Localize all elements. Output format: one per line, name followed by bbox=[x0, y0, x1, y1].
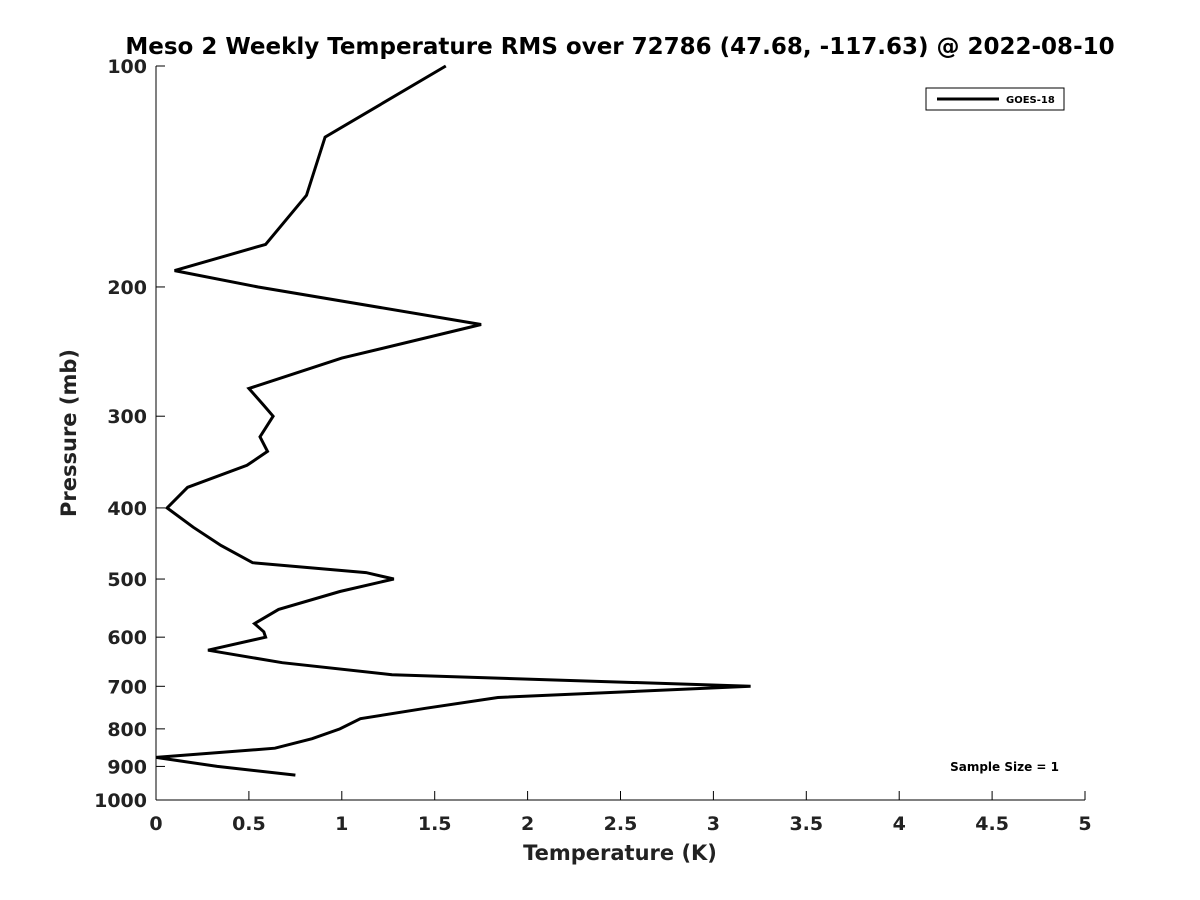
x-tick-label: 2 bbox=[521, 813, 534, 835]
sample-size-annotation: Sample Size = 1 bbox=[950, 760, 1059, 774]
x-axis-label: Temperature (K) bbox=[523, 841, 717, 865]
y-tick-label: 300 bbox=[107, 406, 147, 428]
axes bbox=[155, 66, 1085, 801]
y-tick-label: 1000 bbox=[94, 790, 147, 812]
x-tick-label: 2.5 bbox=[604, 813, 638, 835]
y-tick-label: 200 bbox=[107, 277, 147, 299]
x-tick-label: 1 bbox=[335, 813, 348, 835]
y-tick-label: 900 bbox=[107, 756, 147, 778]
x-tick-label: 4 bbox=[893, 813, 906, 835]
y-axis-ticks: 100 200 300 400 500 600 700 800 900 1000 bbox=[94, 56, 165, 812]
y-axis-label: Pressure (mb) bbox=[57, 349, 81, 517]
x-tick-label: 3.5 bbox=[789, 813, 823, 835]
x-tick-label: 1.5 bbox=[418, 813, 452, 835]
legend: GOES-18 bbox=[925, 87, 1065, 111]
y-tick-label: 700 bbox=[107, 676, 147, 698]
x-tick-label: 4.5 bbox=[975, 813, 1009, 835]
x-tick-label: 0 bbox=[149, 813, 162, 835]
series-line-goes-18 bbox=[155, 64, 751, 777]
legend-label-goes-18: GOES-18 bbox=[1006, 95, 1055, 106]
x-tick-label: 3 bbox=[707, 813, 720, 835]
x-tick-label: 0.5 bbox=[232, 813, 266, 835]
y-tick-label: 800 bbox=[107, 719, 147, 741]
chart-title: Meso 2 Weekly Temperature RMS over 72786… bbox=[125, 34, 1114, 60]
x-axis-ticks: 0 0.5 1 1.5 2 2.5 3 3.5 4 4.5 5 bbox=[149, 791, 1092, 835]
y-tick-label: 600 bbox=[107, 627, 147, 649]
y-tick-label: 100 bbox=[107, 56, 147, 78]
plot-lines bbox=[155, 64, 751, 777]
y-tick-label: 400 bbox=[107, 498, 147, 520]
x-tick-label: 5 bbox=[1078, 813, 1091, 835]
y-tick-label: 500 bbox=[107, 569, 147, 591]
